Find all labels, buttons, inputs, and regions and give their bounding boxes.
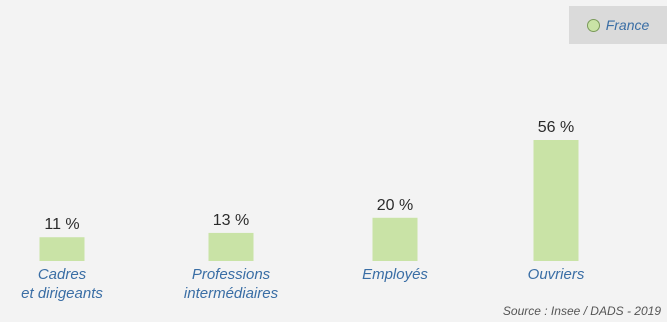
legend: France <box>569 6 667 44</box>
value-label-0: 11 % <box>44 216 79 233</box>
category-label-0-1: et dirigeants <box>21 285 103 302</box>
bar-0 <box>39 237 85 261</box>
value-label-3: 56 % <box>538 119 574 136</box>
category-label-1-0: Professions <box>192 266 271 283</box>
legend-label: France <box>605 17 650 33</box>
value-label-1: 13 % <box>213 212 249 229</box>
category-label-0-0: Cadres <box>38 266 87 283</box>
bar-3 <box>533 140 579 261</box>
bar-1 <box>208 232 254 261</box>
category-label-1-1: intermédiaires <box>184 285 279 302</box>
category-label-2-0: Employés <box>362 266 428 283</box>
category-label-3-0: Ouvriers <box>528 266 585 283</box>
source-note: Source : Insee / DADS - 2019 <box>502 304 661 318</box>
legend-swatch <box>586 18 600 32</box>
value-label-2: 20 % <box>377 197 413 214</box>
bar-2 <box>372 217 418 261</box>
